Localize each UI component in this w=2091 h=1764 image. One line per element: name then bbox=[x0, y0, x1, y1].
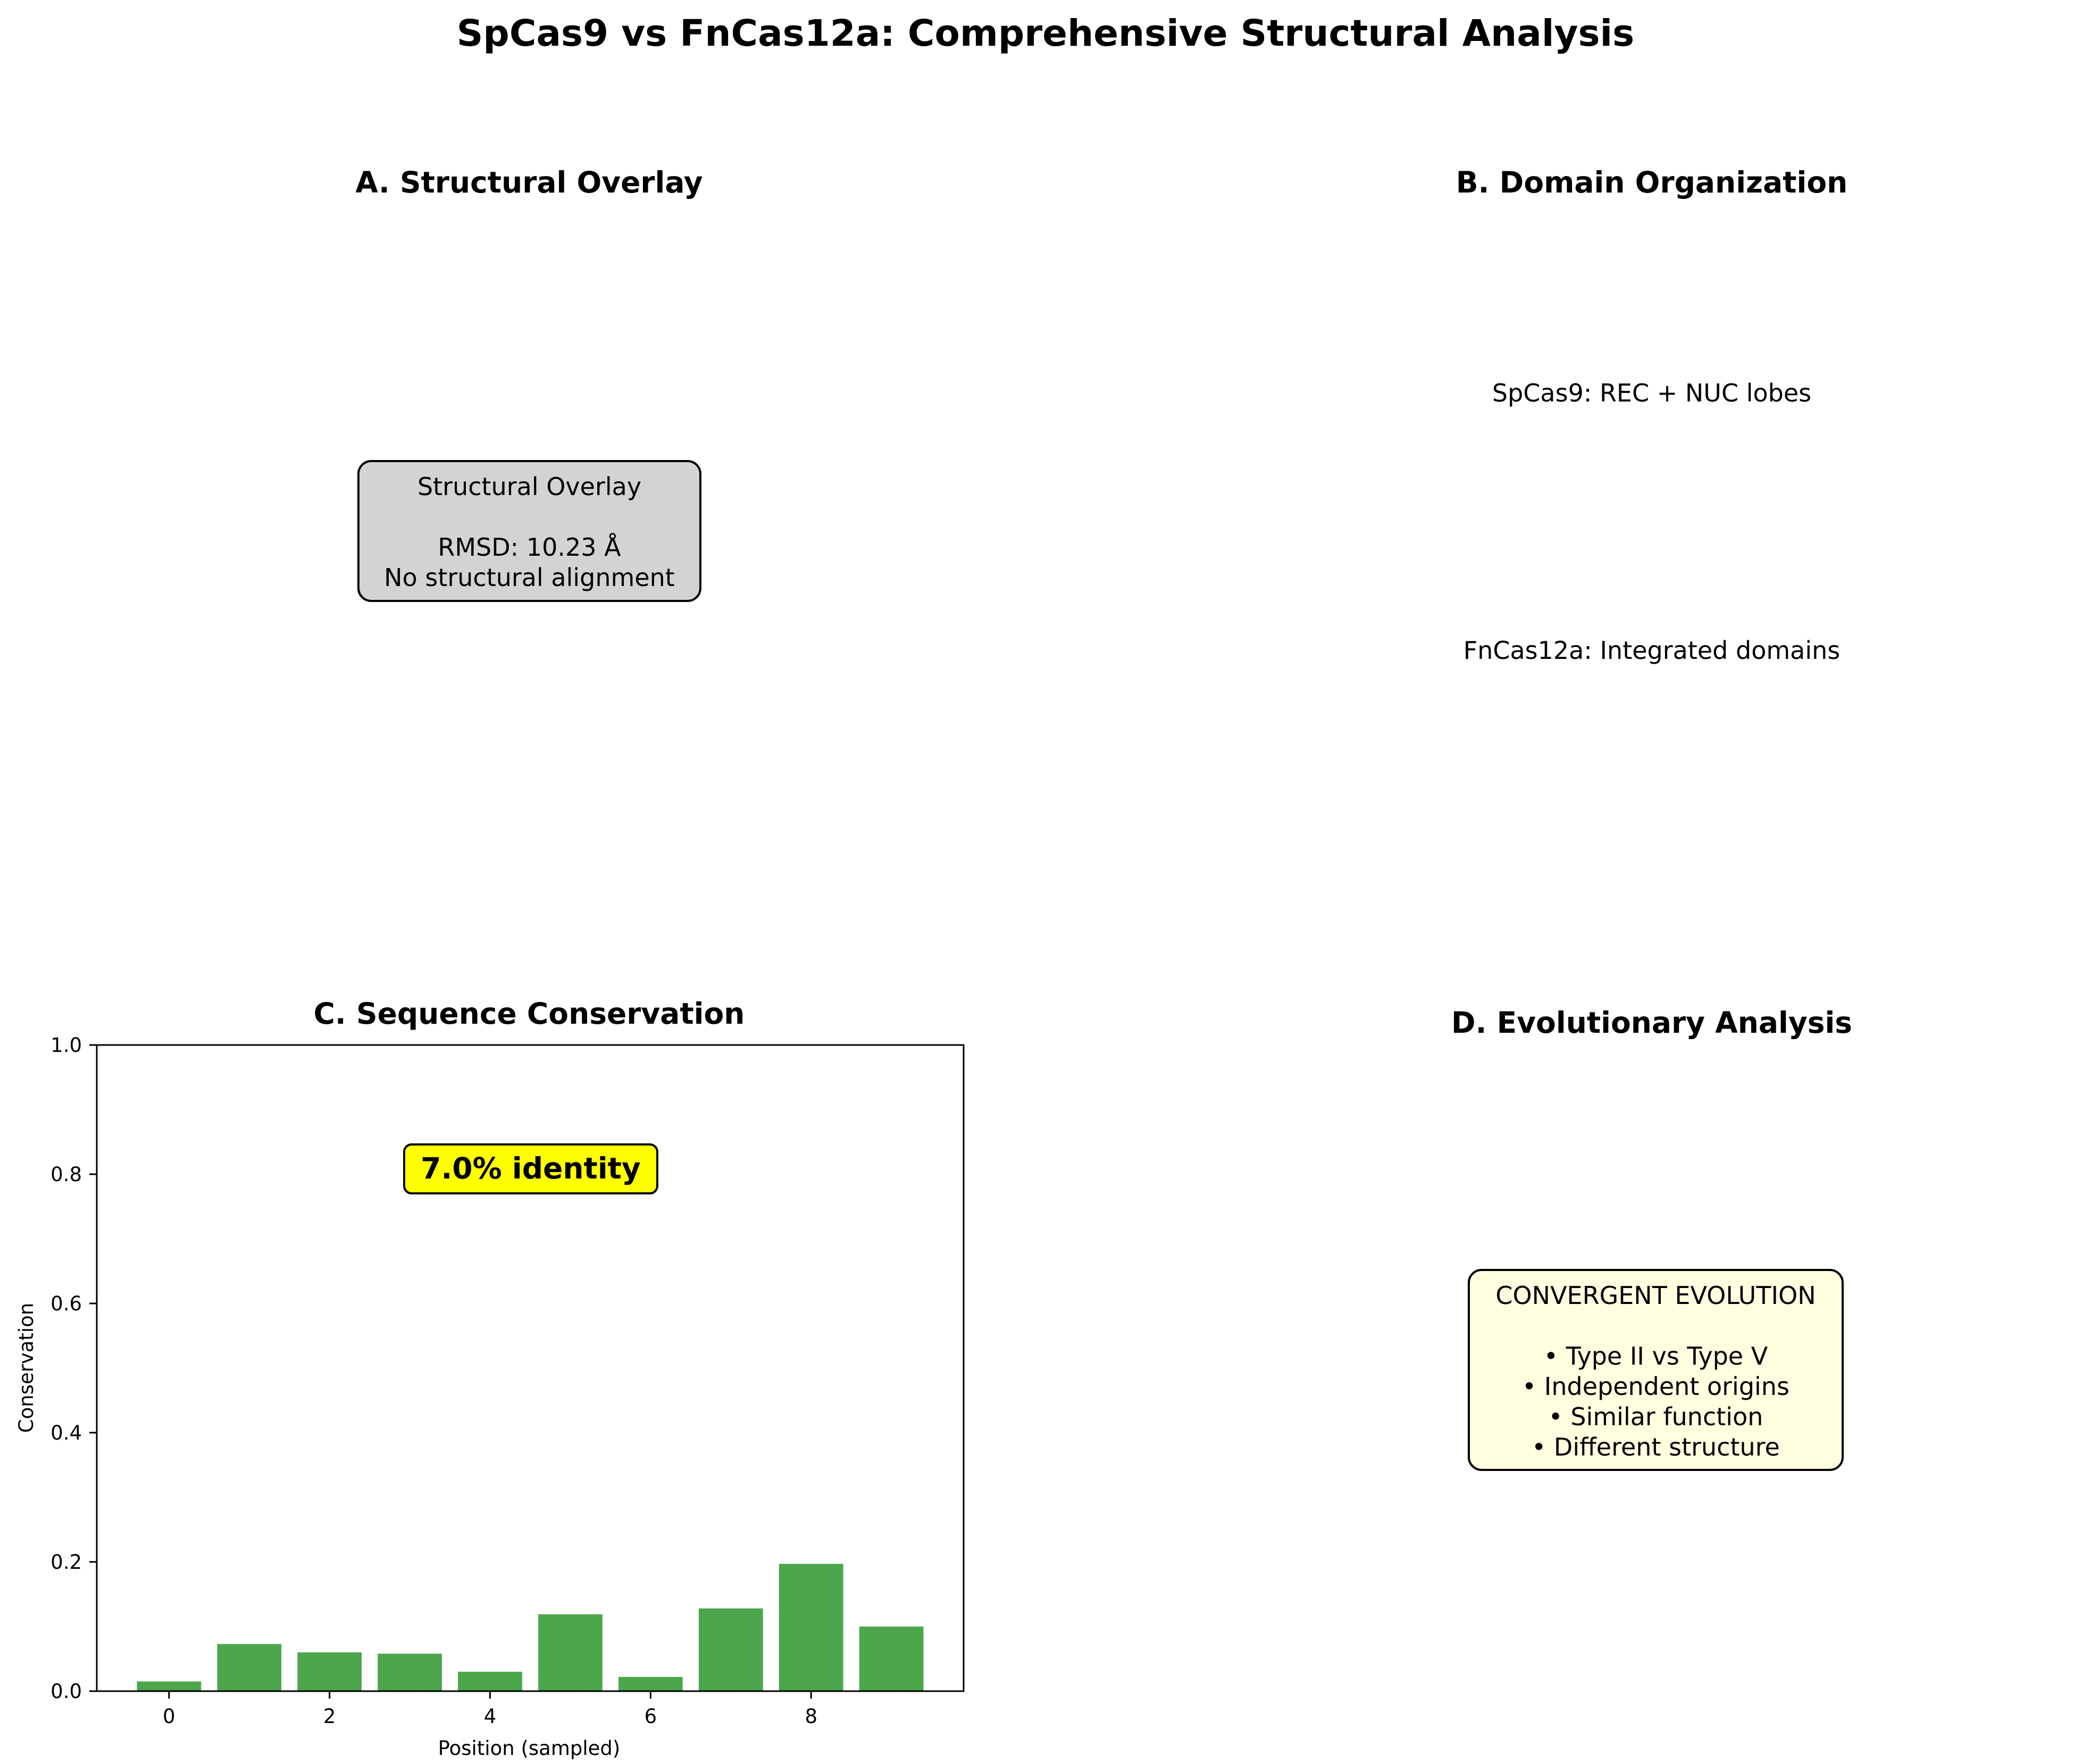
bars-group bbox=[137, 1564, 924, 1691]
x-tick-label: 6 bbox=[645, 1705, 657, 1728]
x-tick-label: 0 bbox=[163, 1705, 175, 1728]
x-axis-ticks: 0 2 4 6 8 bbox=[163, 1691, 817, 1728]
conservation-bar bbox=[779, 1564, 843, 1691]
conservation-bar bbox=[297, 1652, 362, 1691]
evolution-box: CONVERGENT EVOLUTION • Type II vs Type V… bbox=[1468, 1269, 1844, 1471]
panel-a-title: A. Structural Overlay bbox=[355, 165, 703, 199]
conservation-bar bbox=[217, 1644, 282, 1691]
y-tick-label: 0.2 bbox=[51, 1551, 82, 1574]
conservation-bar bbox=[859, 1626, 924, 1691]
figure-title: SpCas9 vs FnCas12a: Comprehensive Struct… bbox=[456, 12, 1635, 55]
y-tick-label: 0.4 bbox=[51, 1422, 82, 1444]
y-tick-label: 0.6 bbox=[51, 1292, 82, 1315]
alignment-note: No structural alignment bbox=[384, 563, 675, 592]
evolution-box-title: CONVERGENT EVOLUTION bbox=[1495, 1281, 1816, 1310]
fncas12a-domain-text: FnCas12a: Integrated domains bbox=[1463, 636, 1841, 665]
evolution-bullet: • Similar function bbox=[1548, 1402, 1763, 1431]
structural-overlay-box: Structural Overlay RMSD: 10.23 Å No stru… bbox=[357, 460, 701, 602]
x-tick-label: 2 bbox=[323, 1705, 336, 1728]
conservation-bar bbox=[618, 1677, 683, 1691]
x-tick-label: 8 bbox=[805, 1705, 817, 1728]
y-tick-label: 0.0 bbox=[51, 1680, 82, 1703]
conservation-bar bbox=[378, 1653, 442, 1691]
panel-d-title: D. Evolutionary Analysis bbox=[1451, 1006, 1853, 1040]
x-axis-label: Position (sampled) bbox=[438, 1737, 621, 1760]
y-axis-label: Conservation bbox=[15, 1303, 38, 1433]
conservation-bar bbox=[538, 1614, 603, 1691]
x-tick-label: 4 bbox=[484, 1705, 497, 1728]
rmsd-value: RMSD: 10.23 Å bbox=[438, 533, 621, 562]
structural-overlay-box-title: Structural Overlay bbox=[417, 472, 642, 501]
box-spacer bbox=[373, 502, 685, 532]
conservation-bar bbox=[137, 1681, 202, 1691]
chart-title: C. Sequence Conservation bbox=[314, 997, 745, 1031]
y-tick-label: 0.8 bbox=[51, 1163, 82, 1186]
evolution-bullet: • Type II vs Type V bbox=[1543, 1342, 1768, 1370]
conservation-bar bbox=[698, 1608, 763, 1691]
conservation-bar bbox=[458, 1671, 522, 1691]
y-tick-label: 1.0 bbox=[51, 1034, 82, 1057]
spcas9-domain-text: SpCas9: REC + NUC lobes bbox=[1492, 379, 1812, 407]
panel-b-title: B. Domain Organization bbox=[1456, 165, 1848, 199]
identity-annotation: 7.0% identity bbox=[421, 1151, 641, 1185]
plot-frame bbox=[96, 1044, 965, 1692]
box-spacer bbox=[1484, 1311, 1828, 1341]
evolution-bullet: • Different structure bbox=[1532, 1433, 1780, 1461]
evolution-bullet: • Independent origins bbox=[1522, 1372, 1789, 1401]
y-axis-ticks: 0.0 0.2 0.4 0.6 0.8 1.0 bbox=[51, 1034, 97, 1703]
identity-annotation-box bbox=[403, 1143, 658, 1194]
conservation-chart: C. Sequence Conservation 0.0 0.2 0.4 0.6 0.8… bbox=[15, 997, 965, 1760]
